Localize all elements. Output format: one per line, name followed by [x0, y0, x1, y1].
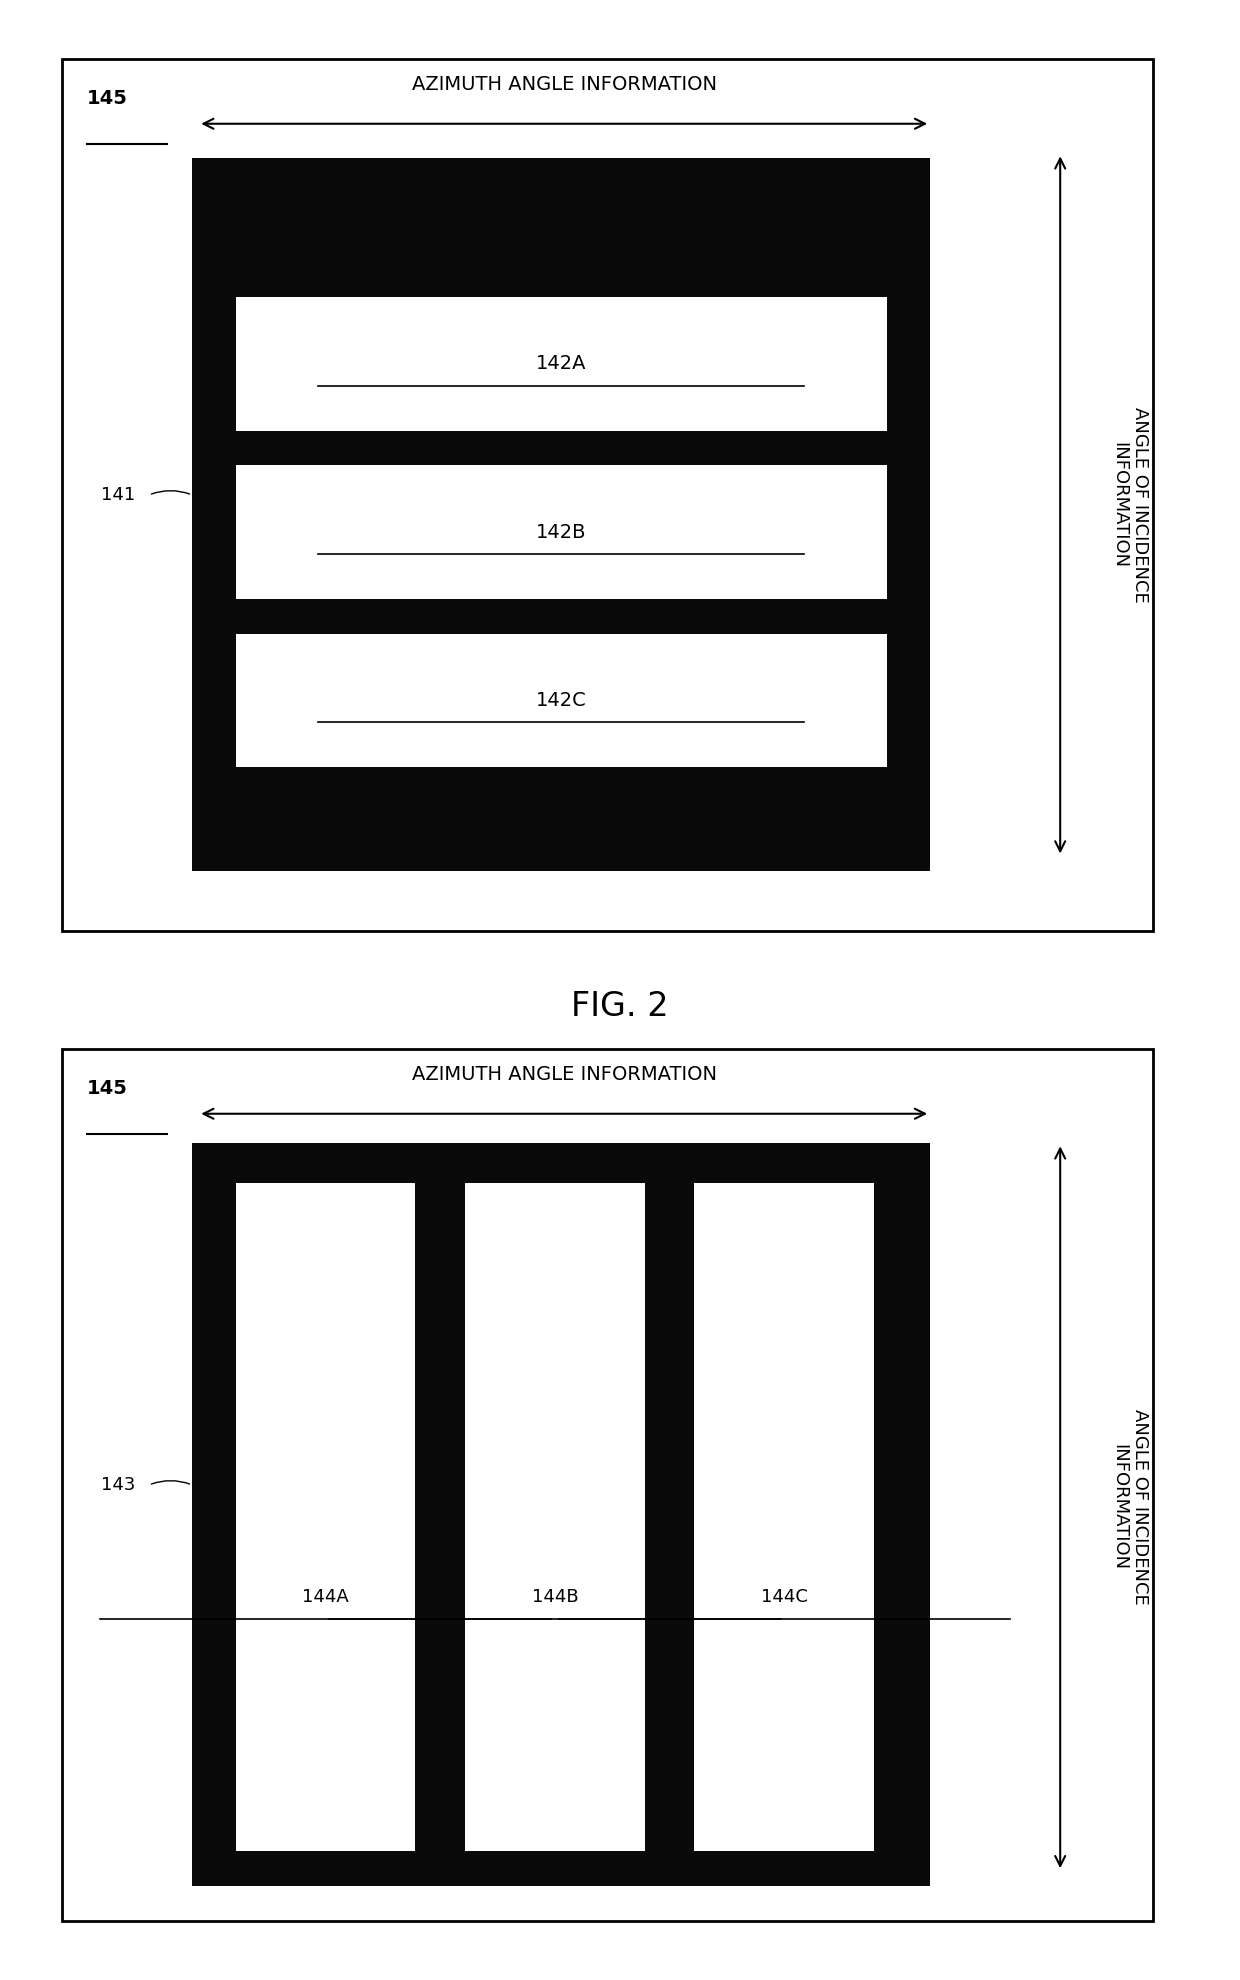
Bar — [192, 158, 930, 871]
Text: 143: 143 — [100, 1475, 135, 1495]
Bar — [236, 1182, 415, 1851]
Text: FIG. 2: FIG. 2 — [572, 990, 668, 1024]
Bar — [465, 1182, 645, 1851]
Bar — [236, 297, 887, 432]
Text: 142A: 142A — [536, 354, 587, 374]
Text: 142B: 142B — [536, 523, 587, 543]
Bar — [62, 59, 1153, 931]
Text: ANGLE OF INCIDENCE
INFORMATION: ANGLE OF INCIDENCE INFORMATION — [1110, 408, 1148, 602]
Text: 144B: 144B — [532, 1588, 578, 1606]
Bar — [62, 1049, 1153, 1921]
Text: AZIMUTH ANGLE INFORMATION: AZIMUTH ANGLE INFORMATION — [412, 1065, 717, 1085]
Text: 144C: 144C — [761, 1588, 807, 1606]
Text: AZIMUTH ANGLE INFORMATION: AZIMUTH ANGLE INFORMATION — [412, 75, 717, 93]
Text: 142C: 142C — [536, 691, 587, 711]
Text: ANGLE OF INCIDENCE
INFORMATION: ANGLE OF INCIDENCE INFORMATION — [1110, 1410, 1148, 1606]
Text: 145: 145 — [87, 89, 128, 109]
Text: 145: 145 — [87, 1079, 128, 1099]
Text: 144A: 144A — [303, 1588, 348, 1606]
Text: 141: 141 — [100, 485, 135, 505]
Bar — [236, 634, 887, 766]
Bar — [236, 465, 887, 598]
Bar — [192, 1144, 930, 1885]
Bar — [694, 1182, 874, 1851]
